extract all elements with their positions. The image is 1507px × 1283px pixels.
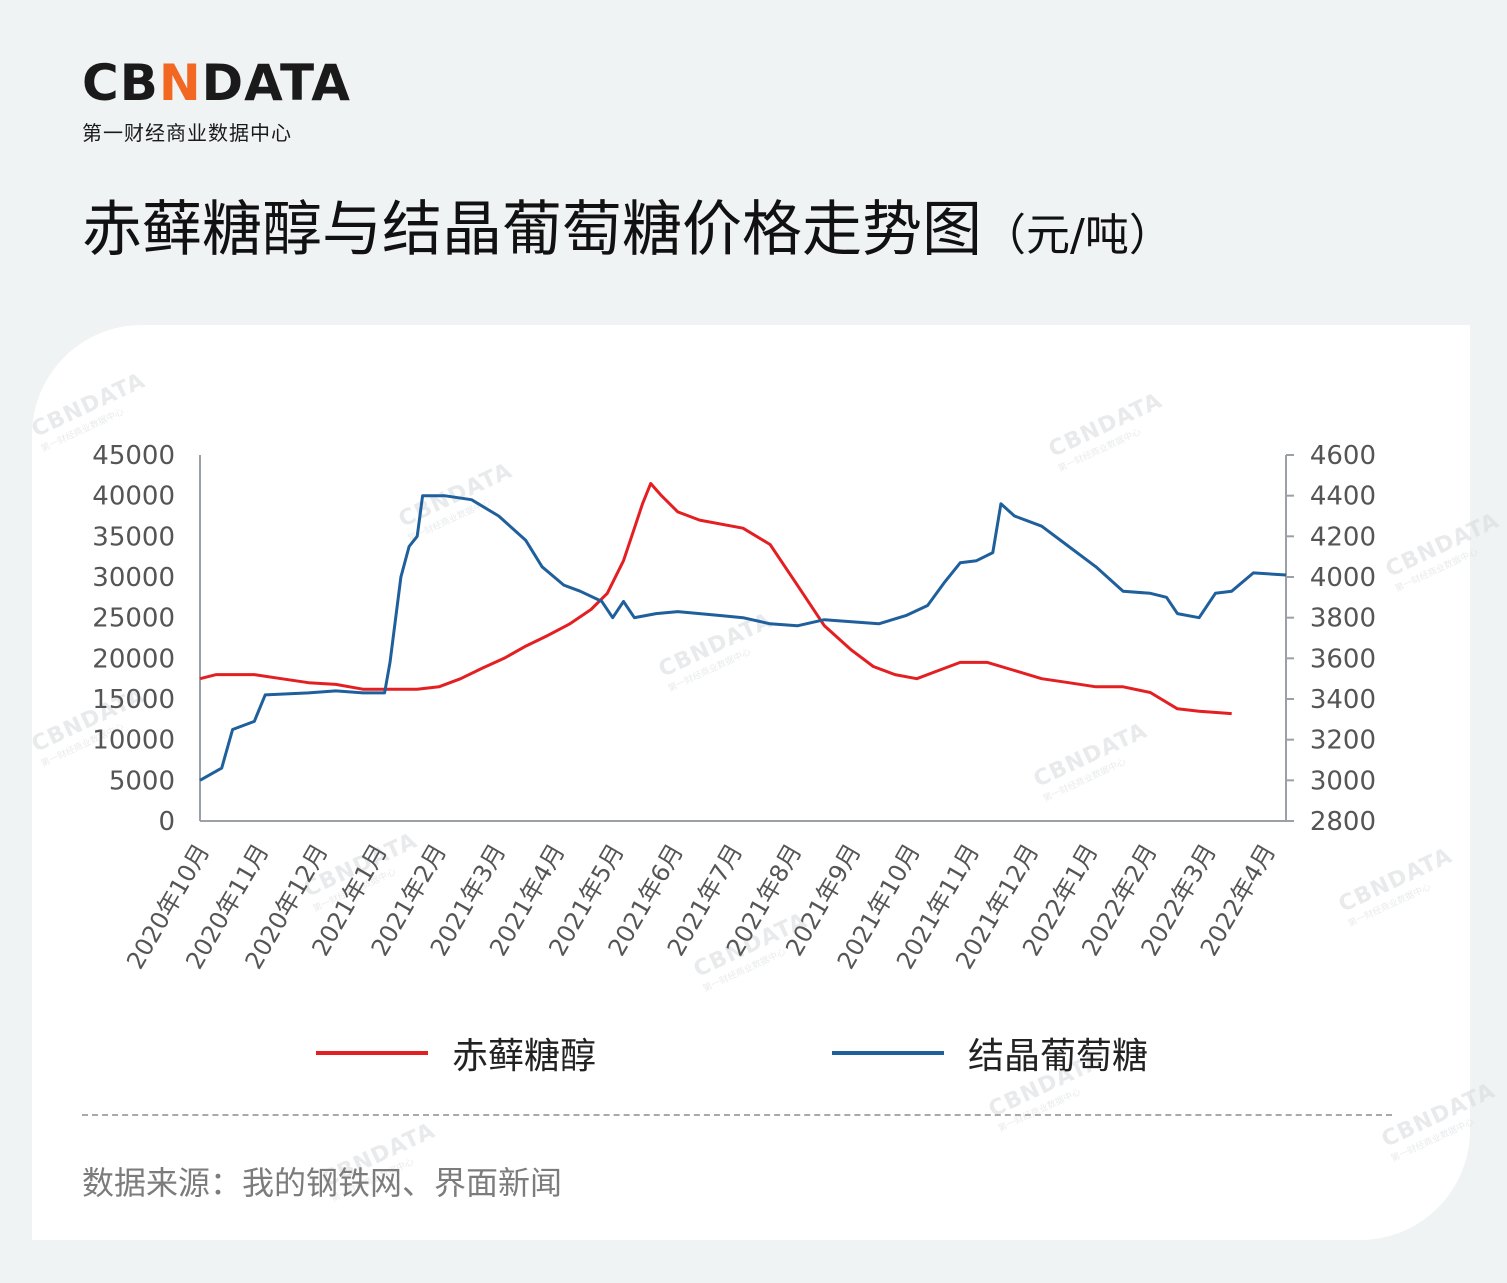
- title-unit: （元/吨）: [982, 210, 1173, 261]
- legend-label-glucose: 结晶葡萄糖: [968, 1036, 1149, 1077]
- y-left-tick-label: 10000: [92, 726, 175, 756]
- y-left-tick-label: 5000: [109, 766, 175, 796]
- legend-line-erythritol: [316, 1051, 428, 1055]
- y-right-tick-label: 3000: [1310, 766, 1376, 796]
- y-left-tick-label: 0: [158, 807, 175, 837]
- y-right-tick-label: 3800: [1310, 604, 1376, 634]
- y-left-tick-label: 20000: [92, 644, 175, 674]
- y-right-tick-label: 4200: [1310, 522, 1376, 552]
- y-left-tick-label: 30000: [92, 563, 175, 593]
- y-left-tick-label: 35000: [92, 522, 175, 552]
- y-right-tick-label: 2800: [1310, 807, 1376, 837]
- y-left-tick-label: 15000: [92, 685, 175, 715]
- y-left-tick-label: 40000: [92, 482, 175, 512]
- chart-legend: 赤藓糖醇 结晶葡萄糖: [0, 1028, 1507, 1078]
- legend-label-erythritol: 赤藓糖醇: [452, 1036, 597, 1077]
- y-right-tick-label: 4000: [1310, 563, 1376, 593]
- chart-card: [32, 325, 1470, 1240]
- legend-line-glucose: [832, 1051, 944, 1055]
- series-line-erythritol: [199, 482, 1232, 716]
- title-text: 赤藓糖醇与结晶葡萄糖价格走势图: [82, 195, 982, 265]
- dashed-divider: [82, 1114, 1392, 1116]
- legend-item-erythritol: 赤藓糖醇: [316, 1028, 596, 1078]
- logo-wordmark: CBNDATA: [82, 54, 351, 112]
- y-right-tick-label: 3400: [1310, 685, 1376, 715]
- logo-subtitle: 第一财经商业数据中心: [82, 121, 292, 145]
- y-right-tick-label: 4400: [1310, 482, 1376, 512]
- y-right-tick-label: 3200: [1310, 726, 1376, 756]
- y-right-tick-label: 3600: [1310, 644, 1376, 674]
- legend-item-glucose: 结晶葡萄糖: [832, 1028, 1148, 1078]
- source-note: 数据来源：我的钢铁网、界面新闻: [82, 1164, 563, 1202]
- brand-logo: CBNDATA 第一财经商业数据中心: [82, 55, 351, 146]
- y-right-tick-label: 4600: [1310, 441, 1376, 471]
- y-left-tick-label: 25000: [92, 604, 175, 634]
- y-left-tick-label: 45000: [92, 441, 175, 471]
- series-line-glucose: [199, 494, 1287, 782]
- page-title: 赤藓糖醇与结晶葡萄糖价格走势图（元/吨）: [82, 190, 1173, 276]
